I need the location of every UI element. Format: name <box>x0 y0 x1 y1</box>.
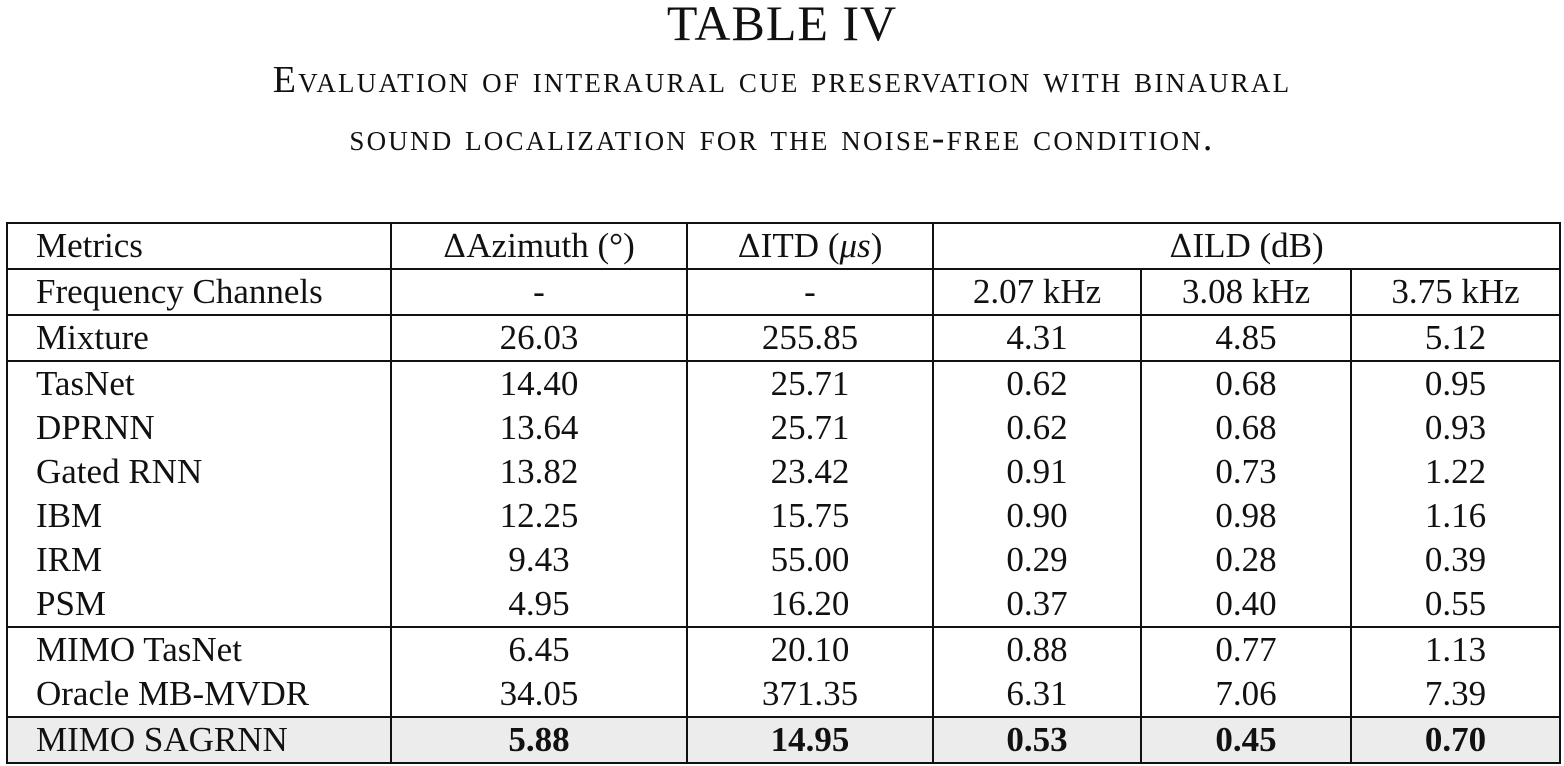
cell-azimuth: 34.05 <box>390 672 688 718</box>
cell-ild-3: 1.13 <box>1350 627 1561 672</box>
header-freq-1: 2.07 kHz <box>932 269 1142 316</box>
header-row-metrics: Metrics ΔAzimuth (°) ΔITD (μs) ΔILD (dB) <box>6 222 1561 270</box>
cell-ild-1: 0.88 <box>932 627 1142 672</box>
table-caption-line-2: sound localization for the noise-free co… <box>349 117 1215 159</box>
row-name: PSM <box>6 582 392 628</box>
cell-azimuth: 12.25 <box>390 494 688 538</box>
cell-ild-3: 1.22 <box>1350 450 1561 494</box>
header-frequency-channels: Frequency Channels <box>6 269 392 316</box>
table-row-proposed: MIMO SAGRNN 5.88 14.95 0.53 0.45 0.70 <box>6 717 1561 764</box>
cell-itd: 14.95 <box>686 717 934 764</box>
header-azimuth: ΔAzimuth (°) <box>390 222 688 270</box>
table-row: Oracle MB-MVDR 34.05 371.35 6.31 7.06 7.… <box>6 672 1561 718</box>
cell-azimuth: 5.88 <box>390 717 688 764</box>
row-name: MIMO SAGRNN <box>6 717 392 764</box>
header-itd-freq: - <box>686 269 934 316</box>
row-name: Oracle MB-MVDR <box>6 672 392 718</box>
table-row: PSM 4.95 16.20 0.37 0.40 0.55 <box>6 582 1561 628</box>
cell-ild-3: 0.93 <box>1350 406 1561 450</box>
cell-azimuth: 6.45 <box>390 627 688 672</box>
cell-ild-2: 0.45 <box>1140 717 1352 764</box>
cell-ild-3: 1.16 <box>1350 494 1561 538</box>
header-itd-unit: μs <box>839 226 871 265</box>
table-row: IRM 9.43 55.00 0.29 0.28 0.39 <box>6 538 1561 582</box>
header-freq-2: 3.08 kHz <box>1140 269 1352 316</box>
cell-ild-2: 0.77 <box>1140 627 1352 672</box>
delta-symbol: Δ <box>443 227 467 265</box>
table-row: Gated RNN 13.82 23.42 0.91 0.73 1.22 <box>6 450 1561 494</box>
table-caption-line-1: Evaluation of interaural cue preservatio… <box>272 59 1292 101</box>
cell-ild-3: 0.70 <box>1350 717 1561 764</box>
header-freq-3: 3.75 kHz <box>1350 269 1561 316</box>
header-row-frequency: Frequency Channels - - 2.07 kHz 3.08 kHz… <box>6 269 1561 316</box>
row-name: Mixture <box>6 315 392 362</box>
table-row: DPRNN 13.64 25.71 0.62 0.68 0.93 <box>6 406 1561 450</box>
row-name: MIMO TasNet <box>6 627 392 672</box>
header-itd-suffix: ) <box>870 226 883 265</box>
cell-itd: 23.42 <box>686 450 934 494</box>
cell-ild-2: 0.98 <box>1140 494 1352 538</box>
row-name: DPRNN <box>6 406 392 450</box>
table-row: TasNet 14.40 25.71 0.62 0.68 0.95 <box>6 361 1561 406</box>
header-azimuth-label: Azimuth (°) <box>466 226 635 265</box>
table-title: TABLE IV <box>666 0 898 51</box>
cell-ild-2: 0.68 <box>1140 361 1352 406</box>
cell-ild-2: 0.40 <box>1140 582 1352 628</box>
cell-azimuth: 9.43 <box>390 538 688 582</box>
cell-itd: 25.71 <box>686 361 934 406</box>
cell-ild-1: 0.53 <box>932 717 1142 764</box>
header-itd-prefix: ITD ( <box>760 226 840 265</box>
cell-ild-1: 0.90 <box>932 494 1142 538</box>
cell-ild-3: 0.55 <box>1350 582 1561 628</box>
cell-azimuth: 13.82 <box>390 450 688 494</box>
cell-ild-2: 0.68 <box>1140 406 1352 450</box>
header-ild: ΔILD (dB) <box>932 222 1561 270</box>
header-azimuth-freq: - <box>390 269 688 316</box>
table-row: Mixture 26.03 255.85 4.31 4.85 5.12 <box>6 315 1561 362</box>
cell-itd: 25.71 <box>686 406 934 450</box>
row-name: IBM <box>6 494 392 538</box>
cell-ild-3: 0.95 <box>1350 361 1561 406</box>
cell-ild-1: 0.62 <box>932 406 1142 450</box>
cell-azimuth: 14.40 <box>390 361 688 406</box>
cell-ild-2: 0.28 <box>1140 538 1352 582</box>
header-metrics: Metrics <box>6 222 392 270</box>
table-row: MIMO TasNet 6.45 20.10 0.88 0.77 1.13 <box>6 627 1561 672</box>
cell-itd: 371.35 <box>686 672 934 718</box>
cell-azimuth: 4.95 <box>390 582 688 628</box>
row-name: TasNet <box>6 361 392 406</box>
cell-ild-2: 7.06 <box>1140 672 1352 718</box>
row-name: IRM <box>6 538 392 582</box>
cell-azimuth: 26.03 <box>390 315 688 362</box>
cell-ild-1: 6.31 <box>932 672 1142 718</box>
table-row: IBM 12.25 15.75 0.90 0.98 1.16 <box>6 494 1561 538</box>
cell-itd: 255.85 <box>686 315 934 362</box>
cell-ild-3: 5.12 <box>1350 315 1561 362</box>
cell-ild-1: 4.31 <box>932 315 1142 362</box>
row-name: Gated RNN <box>6 450 392 494</box>
cell-ild-1: 0.37 <box>932 582 1142 628</box>
header-ild-label: ILD (dB) <box>1192 226 1324 265</box>
results-table: Metrics ΔAzimuth (°) ΔITD (μs) ΔILD (dB)… <box>6 222 1561 764</box>
delta-symbol: Δ <box>737 227 761 265</box>
cell-ild-2: 4.85 <box>1140 315 1352 362</box>
cell-itd: 15.75 <box>686 494 934 538</box>
cell-ild-1: 0.91 <box>932 450 1142 494</box>
cell-ild-3: 7.39 <box>1350 672 1561 718</box>
cell-itd: 20.10 <box>686 627 934 672</box>
cell-itd: 16.20 <box>686 582 934 628</box>
cell-ild-2: 0.73 <box>1140 450 1352 494</box>
cell-azimuth: 13.64 <box>390 406 688 450</box>
delta-symbol: Δ <box>1169 227 1193 265</box>
cell-ild-1: 0.62 <box>932 361 1142 406</box>
cell-itd: 55.00 <box>686 538 934 582</box>
header-itd: ΔITD (μs) <box>686 222 934 270</box>
cell-ild-1: 0.29 <box>932 538 1142 582</box>
cell-ild-3: 0.39 <box>1350 538 1561 582</box>
